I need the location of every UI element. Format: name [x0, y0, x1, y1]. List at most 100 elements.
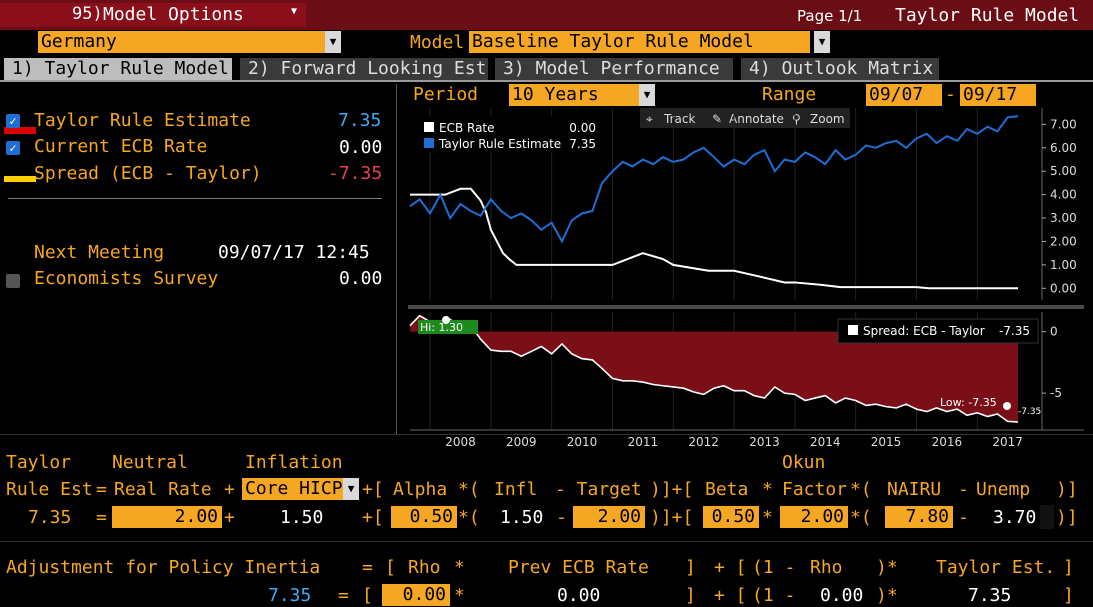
x-tick-label: 2008: [445, 435, 476, 449]
lower-y-tick-label: 0: [1050, 325, 1058, 339]
formula-top-divider: [0, 434, 1093, 435]
x-tick-label: 2012: [688, 435, 719, 449]
plus-sign: +: [224, 479, 235, 500]
bracket-close-4: ]: [1063, 557, 1074, 578]
taylor-legend-label: Taylor Rule Estimate: [438, 137, 561, 151]
equals-sign: =: [96, 479, 107, 500]
formula-mid-divider: [0, 541, 1093, 542]
taylor-legend-swatch: [424, 138, 434, 148]
infl-value: 1.50: [500, 507, 544, 528]
inflation-dropdown-button[interactable]: ▼: [343, 478, 359, 500]
high-marker: [442, 316, 450, 324]
bracket-open-3: [: [385, 557, 396, 578]
target-input[interactable]: 2.00: [573, 506, 645, 528]
tab-taylor-rule-model[interactable]: 1) Taylor Rule Model: [4, 58, 232, 80]
period-select[interactable]: 10 Years: [509, 84, 640, 106]
taylor-estimate-checkbox[interactable]: ✓: [6, 114, 20, 128]
target-label: - Target: [555, 479, 642, 500]
rho-value-2: 0.00: [820, 585, 864, 606]
close-bracket-2: )]: [1056, 507, 1078, 528]
alpha-input[interactable]: 0.50: [391, 506, 457, 528]
model-options-menu[interactable]: [0, 3, 306, 27]
tab-forward-looking-est[interactable]: 2) Forward Looking Est: [240, 58, 488, 80]
star-paren-3: *(: [458, 507, 480, 528]
ecb-rate-line: [410, 187, 1018, 290]
plus-sign-2: +: [224, 507, 235, 528]
taylor-estimate-line: [409, 115, 1019, 244]
core-hicp-select[interactable]: Core HICP: [242, 478, 343, 500]
beta-input[interactable]: 0.50: [703, 506, 759, 528]
spread-legend: [837, 318, 1039, 344]
tab-model-performance[interactable]: 3) Model Performance: [495, 58, 733, 80]
rho-label-2: Rho: [810, 557, 843, 578]
bracket-open: +[: [362, 479, 384, 500]
model-options-label[interactable]: Model Options: [103, 4, 244, 25]
x-tick-label: 2016: [932, 435, 963, 449]
plus-bracket-2: + [: [714, 585, 747, 606]
close-star: )*: [876, 557, 898, 578]
crosshair-icon[interactable]: ⌖: [646, 112, 653, 126]
range-label: Range: [762, 84, 817, 105]
annotate-button[interactable]: Annotate: [729, 112, 784, 126]
ecb-rate-checkbox[interactable]: ✓: [6, 141, 20, 155]
taylor-legend-value: 7.35: [569, 137, 596, 151]
bracket-close-6: ]: [1063, 585, 1074, 606]
inertia-result: 7.35: [268, 585, 312, 606]
spread-legend-label: Spread: ECB - Taylor: [863, 324, 985, 338]
one-minus-2: (1 -: [752, 585, 796, 606]
pencil-icon[interactable]: ✎: [712, 112, 723, 126]
tab-underline: [0, 80, 1093, 82]
x-tick-label: 2014: [810, 435, 841, 449]
period-dropdown-button[interactable]: ▼: [639, 84, 655, 106]
star-sign: *: [762, 479, 773, 500]
summary-divider: [8, 198, 382, 199]
period-label: Period: [413, 84, 479, 105]
upper-y-tick-label: 7.00: [1050, 117, 1077, 131]
range-end-input[interactable]: 09/17: [960, 84, 1036, 106]
model-select[interactable]: Baseline Taylor Rule Model: [469, 31, 810, 53]
close-star-2: )*: [876, 585, 898, 606]
screen-title: Taylor Rule Model: [895, 5, 1080, 26]
taylor-estimate-value: 7.35: [338, 110, 382, 131]
zoom-button[interactable]: Zoom: [810, 112, 845, 126]
upper-y-tick-label: 1.00: [1050, 258, 1077, 272]
spread-legend-swatch: [848, 325, 858, 335]
next-meeting-value: 09/07/17 12:45: [218, 242, 370, 263]
okun-factor-input[interactable]: 2.00: [780, 506, 848, 528]
rho-label: Rho: [408, 557, 441, 578]
chevron-down-icon[interactable]: ▼: [291, 6, 298, 17]
chart-splitter[interactable]: [408, 305, 1084, 309]
ecb-legend-label: ECB Rate: [439, 121, 495, 135]
low-label: Low: -7.35: [940, 396, 997, 409]
last-value-label: -7.35: [1018, 407, 1041, 417]
taylor-est-value: 7.35: [968, 585, 1012, 606]
country-dropdown-button[interactable]: ▼: [325, 31, 341, 53]
range-start-input[interactable]: 09/07: [866, 84, 942, 106]
upper-y-tick-label: 6.00: [1050, 141, 1077, 155]
unemp-value: 3.70: [993, 507, 1037, 528]
equals-sign-3: =: [362, 557, 373, 578]
minus-sign: -: [958, 479, 969, 500]
economists-survey-checkbox[interactable]: [6, 274, 20, 288]
nairu-label: NAIRU: [887, 479, 942, 500]
ecb-legend-value: 0.00: [569, 121, 596, 135]
beta-label: Beta: [705, 479, 749, 500]
economists-survey-value: 0.00: [339, 268, 383, 289]
close-bracket: )]: [1056, 479, 1078, 500]
close-plus-2: )]+[: [650, 507, 694, 528]
rho-input[interactable]: 0.00: [382, 584, 450, 606]
magnifier-icon[interactable]: ⚲: [792, 112, 801, 126]
nairu-input[interactable]: 7.80: [885, 506, 953, 528]
model-dropdown-button[interactable]: ▼: [814, 31, 830, 53]
track-button[interactable]: Track: [664, 112, 696, 126]
axis-layer: 2008 2009 2010 2011 2012 2013 2014 2015 2016 2017…: [410, 108, 1084, 449]
neutral-rate-input[interactable]: 2.00: [112, 506, 222, 528]
taylor-est-label: Taylor Est.: [936, 557, 1056, 578]
ecb-rate-value: 0.00: [339, 137, 383, 158]
ecb-legend-swatch: [424, 122, 434, 132]
tab-outlook-matrix[interactable]: 4) Outlook Matrix: [741, 58, 939, 80]
star-sign-4: *: [454, 585, 465, 606]
lower-y-tick-label: -5: [1050, 386, 1062, 400]
country-select[interactable]: Germany: [38, 31, 325, 53]
